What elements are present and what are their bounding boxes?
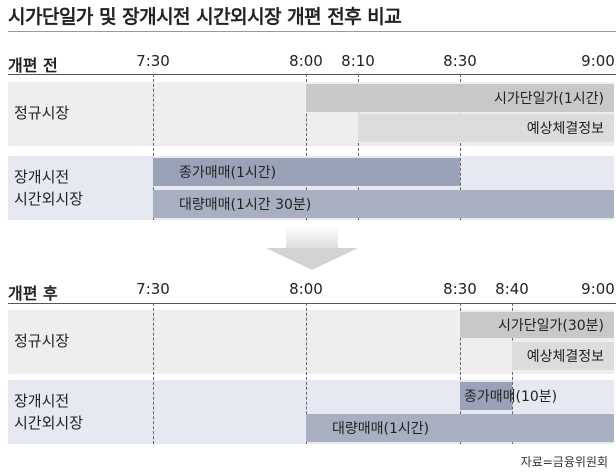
down-arrow-icon [286,228,338,248]
after-tick-0730 [153,303,154,444]
before-expected-price-info-bar: 예상체결정보 [358,114,614,142]
before-closing-price-trade-bar: 종가매매(1시간) [153,158,460,186]
after-section-label: 개편 후 [8,284,58,303]
chart-title: 시가단일가 및 장개시전 시간외시장 개편 전후 비교 [8,6,402,28]
before-axis-line [8,74,616,75]
after-tick-0800 [306,303,307,444]
before-premarket-label: 장개시전 시간외시장 [14,168,84,208]
after-time-0900: 9:00 [581,280,615,298]
before-time-0730: 7:30 [136,52,170,70]
after-opening-auction-bar: 시가단일가(30분) [460,312,614,338]
before-time-0830: 8:30 [443,52,477,70]
before-tick-0830 [460,74,461,220]
after-closing-price-trade-label: 종가매매(10분) [464,389,558,405]
before-regular-market-label: 정규시장 [14,104,70,122]
after-closing-price-trade-bar: 종가매매(10분) [460,382,557,410]
after-tick-0840 [512,303,513,444]
before-time-0800: 8:00 [289,52,323,70]
after-time-0800: 8:00 [289,280,323,298]
before-block-trade-bar: 대량매매(1시간 30분) [153,190,614,218]
before-tick-0800 [306,74,307,220]
before-section-label: 개편 전 [8,56,58,75]
after-expected-price-info-bar: 예상체결정보 [512,342,614,370]
after-tick-0830 [460,303,461,444]
title-divider [8,31,616,32]
after-axis-line [8,303,616,304]
before-tick-0810 [358,74,359,220]
before-tick-0730 [153,74,154,220]
source-note: 자료=금융위원회 [520,455,608,469]
after-time-0730: 7:30 [136,280,170,298]
down-arrow-head-icon [266,248,358,270]
after-time-0840: 8:40 [495,280,529,298]
after-regular-market-label: 정규시장 [14,332,70,350]
after-time-0830: 8:30 [443,280,477,298]
after-block-trade-bar: 대량매매(1시간) [306,414,614,442]
before-time-0810: 8:10 [341,52,375,70]
after-premarket-label: 장개시전 시간외시장 [14,392,84,432]
before-opening-auction-bar: 시가단일가(1시간) [306,84,614,112]
before-time-0900: 9:00 [581,52,615,70]
